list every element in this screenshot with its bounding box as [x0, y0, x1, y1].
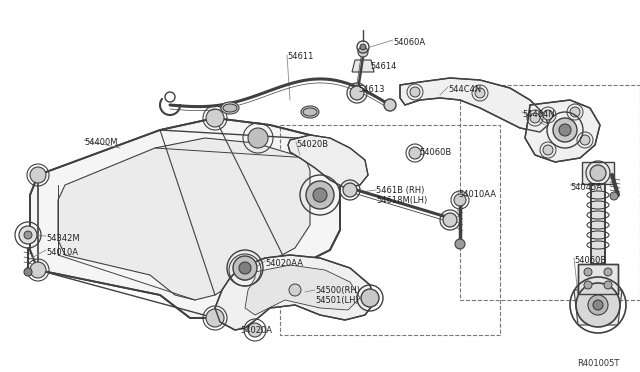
Text: 54611: 54611 — [287, 52, 314, 61]
Circle shape — [24, 231, 32, 239]
Text: 544C4N: 544C4N — [448, 85, 481, 94]
Text: 54060B: 54060B — [419, 148, 451, 157]
Circle shape — [475, 88, 485, 98]
Circle shape — [313, 188, 327, 202]
Ellipse shape — [301, 106, 319, 118]
Circle shape — [543, 145, 553, 155]
Text: 54400M: 54400M — [84, 138, 118, 147]
Circle shape — [584, 281, 592, 289]
Polygon shape — [58, 138, 310, 300]
Bar — [578, 264, 618, 294]
Bar — [591, 184, 605, 264]
Ellipse shape — [223, 104, 237, 112]
Circle shape — [593, 300, 603, 310]
Circle shape — [570, 107, 580, 117]
Text: 54342M: 54342M — [46, 234, 79, 243]
Bar — [582, 162, 614, 184]
Circle shape — [239, 262, 251, 274]
Text: 54020B: 54020B — [296, 140, 328, 149]
Text: 54010A: 54010A — [46, 248, 78, 257]
Text: 54614: 54614 — [370, 62, 396, 71]
Polygon shape — [352, 60, 374, 72]
Text: 54618M(LH): 54618M(LH) — [376, 196, 428, 205]
Circle shape — [604, 281, 612, 289]
Text: 5461B (RH): 5461B (RH) — [376, 186, 424, 195]
Circle shape — [553, 118, 577, 142]
Text: 54010AA: 54010AA — [458, 190, 496, 199]
Circle shape — [24, 268, 32, 276]
Circle shape — [206, 309, 224, 327]
Circle shape — [233, 256, 257, 280]
Circle shape — [580, 135, 590, 145]
Text: 54501(LH): 54501(LH) — [315, 296, 359, 305]
Circle shape — [543, 110, 553, 120]
Text: 54500(RH): 54500(RH) — [315, 286, 360, 295]
Bar — [591, 184, 605, 264]
Circle shape — [584, 268, 592, 276]
Circle shape — [590, 165, 606, 181]
Circle shape — [576, 283, 620, 327]
Text: 54020AA: 54020AA — [265, 259, 303, 268]
Text: 54020A: 54020A — [240, 326, 272, 335]
Circle shape — [306, 181, 334, 209]
Circle shape — [455, 239, 465, 249]
Circle shape — [19, 226, 37, 244]
Text: 54060B: 54060B — [574, 256, 606, 265]
Circle shape — [248, 323, 262, 337]
Text: 54045A: 54045A — [570, 183, 602, 192]
Circle shape — [30, 262, 46, 278]
Bar — [280, 125, 500, 335]
Circle shape — [358, 47, 368, 57]
Bar — [460, 85, 640, 300]
Circle shape — [343, 183, 357, 197]
Circle shape — [360, 44, 366, 50]
Circle shape — [559, 124, 571, 136]
Circle shape — [350, 86, 364, 100]
Circle shape — [588, 295, 608, 315]
Polygon shape — [288, 135, 368, 188]
Circle shape — [30, 167, 46, 183]
Circle shape — [289, 284, 301, 296]
Circle shape — [454, 194, 466, 206]
Polygon shape — [30, 118, 340, 318]
Circle shape — [410, 87, 420, 97]
Polygon shape — [574, 290, 622, 325]
Circle shape — [361, 289, 379, 307]
Text: 54060A: 54060A — [393, 38, 425, 47]
Polygon shape — [215, 255, 375, 330]
Circle shape — [206, 109, 224, 127]
Polygon shape — [525, 100, 600, 162]
Circle shape — [409, 147, 421, 159]
Text: 54464N: 54464N — [522, 110, 555, 119]
Bar — [578, 264, 618, 294]
Circle shape — [604, 268, 612, 276]
Text: 54613: 54613 — [358, 85, 385, 94]
Polygon shape — [400, 78, 548, 132]
Circle shape — [384, 99, 396, 111]
Ellipse shape — [221, 102, 239, 114]
Circle shape — [610, 192, 618, 200]
Polygon shape — [245, 265, 360, 315]
Circle shape — [248, 128, 268, 148]
Circle shape — [235, 260, 255, 280]
Circle shape — [443, 213, 457, 227]
Ellipse shape — [303, 108, 317, 116]
Circle shape — [530, 113, 540, 123]
Text: R401005T: R401005T — [578, 359, 620, 368]
